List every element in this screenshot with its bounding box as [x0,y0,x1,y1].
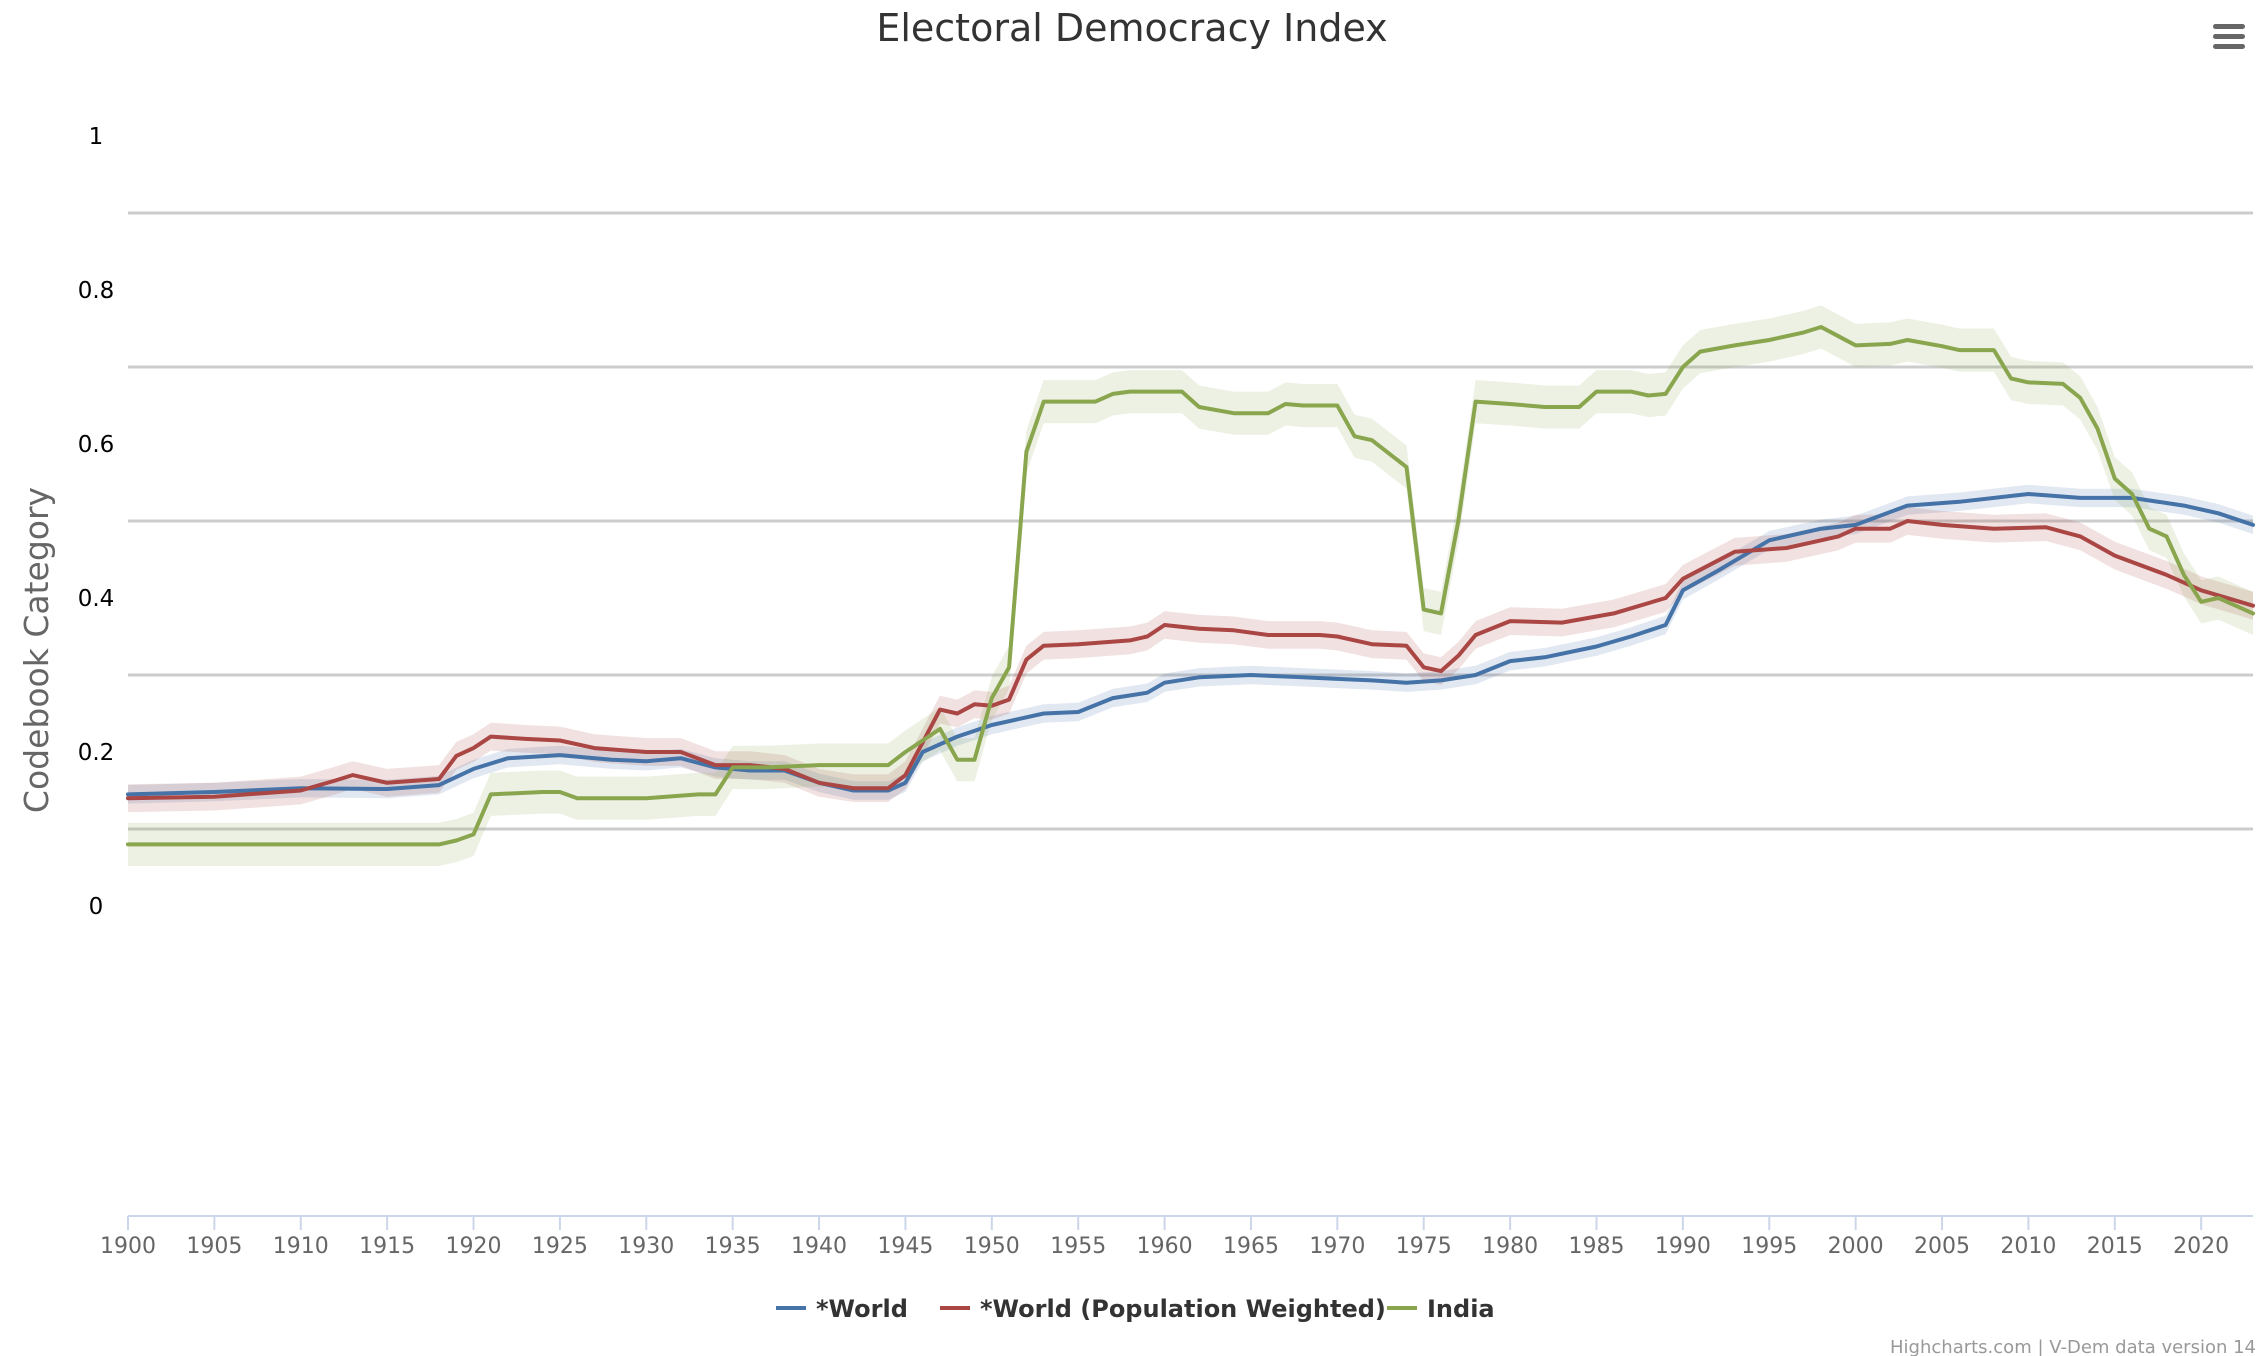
x-tick-label: 1995 [1741,1234,1797,1259]
x-tick-label: 1945 [877,1234,933,1259]
x-tick-label: 2020 [2173,1234,2229,1259]
legend-label: *World [816,1295,908,1323]
legend-item[interactable]: India [1387,1295,1495,1323]
x-tick-label: 2005 [1914,1234,1970,1259]
legend-label: India [1427,1295,1495,1323]
y-tick-label: 0.2 [78,740,115,766]
x-tick-label: 1930 [618,1234,674,1259]
y-tick-label: 0 [89,894,104,920]
menu-icon-bar [2213,44,2245,49]
x-tick-label: 1950 [964,1234,1020,1259]
x-tick-label: 2000 [1828,1234,1884,1259]
confidence-band [128,484,2253,804]
series-line[interactable] [126,492,2255,797]
legend-label: *World (Population Weighted) [980,1295,1386,1323]
x-tick-label: 1940 [791,1234,847,1259]
x-tick-label: 1985 [1568,1234,1624,1259]
credits[interactable]: Highcharts.com | V-Dem data version 14 [1890,1337,2256,1356]
x-tick-label: 1915 [359,1234,415,1259]
y-tick-label: 0.6 [78,432,115,458]
y-axis-ticks: 1 0.8 0.6 0.4 0.2 0 [78,124,115,920]
x-tick-label: 1965 [1223,1234,1279,1259]
y-axis-label: Codebook Category [17,487,56,813]
x-tick-label: 1910 [273,1234,329,1259]
legend-item[interactable]: *World (Population Weighted) [940,1295,1386,1323]
menu-button[interactable] [2206,18,2250,58]
x-tick-label: 1990 [1655,1234,1711,1259]
legend-item[interactable]: *World [776,1295,908,1323]
y-tick-label: 0.8 [78,278,115,304]
menu-icon-bar [2213,24,2245,29]
x-tick-label: 1970 [1309,1234,1365,1259]
series-line[interactable] [126,325,2255,847]
x-tick-label: 1960 [1137,1234,1193,1259]
x-tick-label: 1935 [705,1234,761,1259]
y-tick-label: 1 [89,124,104,150]
confidence-band [128,507,2253,813]
x-axis: 1900 1905 1910 1915 1920 1925 1930 1935 1940 1945… [100,1215,2253,1259]
x-tick-label: 1975 [1396,1234,1452,1259]
x-tick-label: 2010 [2000,1234,2056,1259]
x-tick-label: 1955 [1050,1234,1106,1259]
x-tick-label: 1905 [186,1234,242,1259]
chart-title: Electoral Democracy Index [876,6,1387,50]
series-lines [126,325,2255,847]
x-tick-label: 1925 [532,1234,588,1259]
confidence-band [128,305,2253,866]
legend: *World *World (Population Weighted) India [776,1295,1495,1323]
series-line[interactable] [126,519,2255,801]
grid-lines [128,211,2253,831]
confidence-bands [128,305,2253,866]
x-tick-label: 1920 [446,1234,502,1259]
menu-icon-bar [2213,34,2245,39]
x-tick-label: 2015 [2087,1234,2143,1259]
x-tick-label: 1980 [1482,1234,1538,1259]
y-tick-label: 0.4 [78,586,115,612]
x-tick-label: 1900 [100,1234,156,1259]
